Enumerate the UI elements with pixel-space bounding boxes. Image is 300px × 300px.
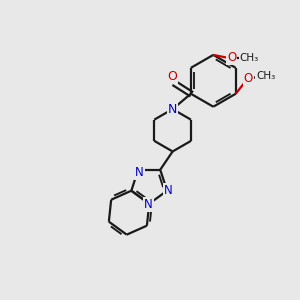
Text: O: O [244, 72, 253, 85]
Text: N: N [144, 198, 153, 212]
Text: O: O [167, 70, 177, 83]
Text: CH₃: CH₃ [240, 53, 259, 63]
Text: CH₃: CH₃ [256, 71, 275, 81]
Text: N: N [135, 166, 144, 178]
Text: O: O [227, 51, 236, 64]
Text: N: N [164, 184, 173, 196]
Text: N: N [168, 103, 177, 116]
